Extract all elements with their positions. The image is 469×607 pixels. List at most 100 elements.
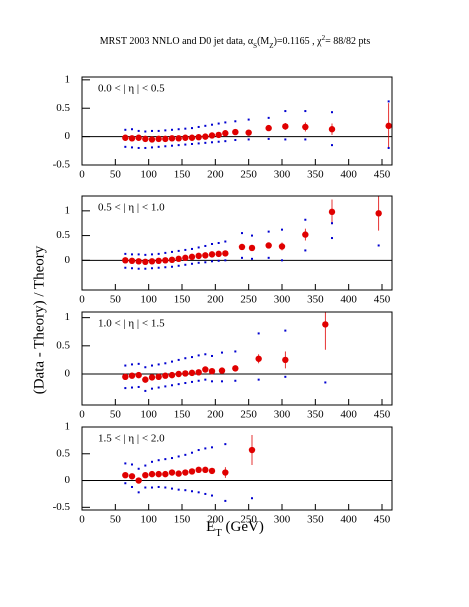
band-point	[164, 266, 167, 269]
band-point	[324, 381, 327, 384]
text-part: = 88/82 pts	[325, 36, 370, 47]
data-point	[278, 243, 286, 250]
data-point	[222, 130, 229, 137]
x-tick-label: 350	[307, 169, 324, 181]
data-point	[162, 372, 169, 379]
band-point	[211, 354, 213, 357]
band-point	[204, 124, 207, 127]
band-point	[124, 145, 127, 148]
band-point	[197, 261, 200, 264]
band-point	[157, 266, 160, 269]
band-point	[267, 137, 270, 140]
y-axis-label: (Data - Theory) / Theory	[31, 245, 47, 394]
data-point	[218, 367, 226, 374]
x-tick-label: 350	[307, 409, 324, 421]
band-point	[387, 146, 390, 149]
data-point	[208, 251, 216, 258]
data-point	[155, 257, 162, 265]
data-point	[162, 135, 169, 143]
data-point	[142, 135, 149, 143]
band-point	[267, 230, 270, 233]
band-point	[164, 458, 167, 461]
band-point	[211, 242, 213, 245]
band-point	[144, 389, 147, 392]
band-point	[151, 146, 153, 149]
x-tick-label: 50	[110, 409, 122, 421]
band-point	[184, 143, 187, 146]
band-point	[304, 249, 307, 252]
plot-area	[82, 100, 392, 149]
band-point	[251, 497, 253, 500]
data-point	[128, 473, 136, 480]
band-point	[184, 382, 187, 385]
data-point	[122, 257, 129, 264]
band-point	[144, 267, 147, 270]
data-point	[195, 252, 202, 260]
band-point	[164, 385, 167, 388]
text-part: S	[253, 42, 257, 50]
data-point	[188, 369, 196, 377]
band-point	[157, 252, 160, 255]
data-point	[182, 469, 189, 476]
band-point	[137, 146, 140, 149]
band-point	[177, 358, 180, 361]
panel-label: 0.0 < | η | < 0.5	[98, 83, 165, 95]
data-point	[175, 370, 182, 378]
x-tick-label: 400	[340, 514, 357, 526]
x-tick-label: 450	[374, 514, 391, 526]
band-point	[151, 387, 153, 390]
x-tick-label: 300	[274, 409, 291, 421]
x-tick-label: 150	[174, 294, 191, 306]
band-point	[197, 379, 200, 382]
band-point	[124, 364, 127, 367]
data-point	[148, 374, 156, 381]
panel-label: 0.5 < | η | < 1.0	[98, 202, 165, 214]
data-point	[155, 135, 162, 143]
data-point	[232, 365, 239, 372]
band-point	[211, 141, 213, 144]
band-point	[144, 464, 147, 467]
band-point	[211, 494, 213, 497]
plot-area	[82, 312, 392, 392]
band-point	[377, 244, 380, 247]
band-point	[191, 247, 193, 250]
band-point	[157, 129, 160, 132]
text-part: )=0.1165 , χ	[274, 36, 323, 47]
band-point	[171, 144, 173, 147]
data-point	[168, 135, 176, 142]
band-point	[197, 491, 200, 494]
data-point	[142, 376, 149, 383]
text-part: MRST 2003 NNLO and D0 jet data, α	[100, 36, 254, 47]
x-tick-label: 0	[79, 169, 85, 181]
band-point	[177, 488, 180, 491]
band-point	[197, 142, 200, 145]
data-point	[208, 367, 216, 375]
band-point	[247, 138, 250, 141]
band-point	[171, 265, 173, 268]
x-tick-label: 400	[340, 409, 357, 421]
band-point	[151, 129, 153, 132]
band-point	[131, 363, 133, 366]
x-tick-label: 300	[274, 169, 291, 181]
band-point	[184, 489, 187, 492]
data-point	[122, 373, 129, 381]
figure-title: MRST 2003 NNLO and D0 jet data, αS(MZ)=0…	[100, 34, 371, 50]
band-point	[217, 242, 220, 244]
band-point	[177, 264, 180, 267]
band-point	[151, 364, 153, 367]
band-point	[304, 218, 307, 221]
band-point	[234, 379, 237, 382]
band-point	[191, 451, 193, 454]
band-point	[131, 267, 133, 270]
band-point	[131, 463, 133, 466]
band-point	[257, 332, 260, 335]
data-point	[255, 355, 262, 362]
plot-area	[82, 435, 392, 502]
band-point	[164, 251, 167, 254]
text-part: Z	[269, 42, 273, 50]
x-tick-label: 350	[307, 294, 324, 306]
data-point	[188, 468, 196, 475]
band-point	[137, 253, 140, 256]
data-point	[135, 371, 142, 379]
x-tick-label: 50	[110, 514, 122, 526]
